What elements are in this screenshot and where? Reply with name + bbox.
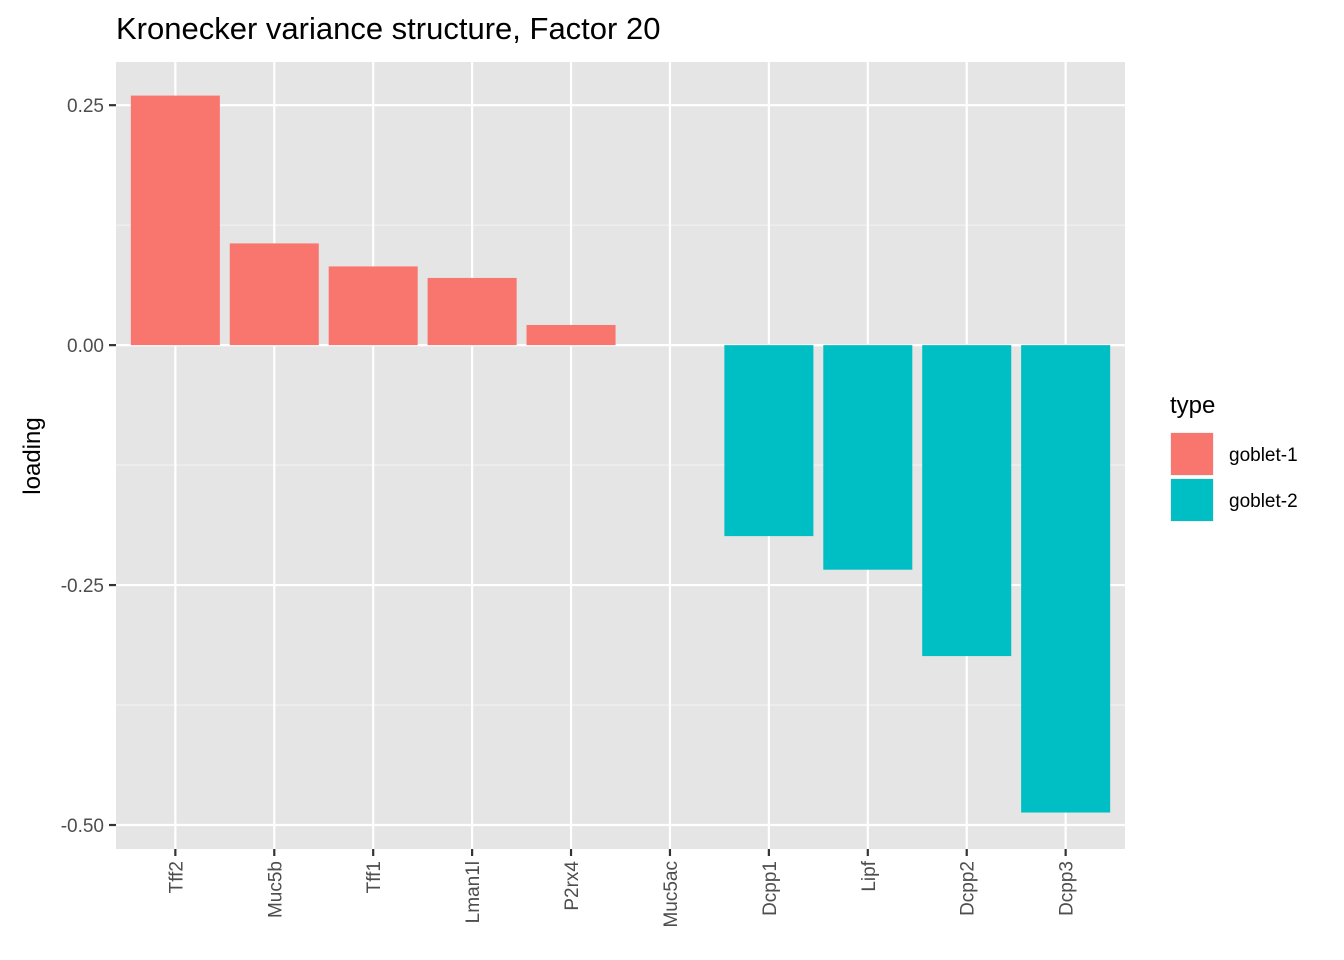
legend-items: goblet-1 goblet-2 (1170, 432, 1298, 522)
x-tick-label: Dcpp2 (958, 861, 979, 916)
x-tick-label: Muc5b (265, 861, 286, 918)
bar-dcpp3 (1021, 345, 1111, 813)
y-axis: 0.25 0.00 -0.25 -0.50 (61, 96, 116, 837)
bars (130, 95, 1111, 813)
bar-tff1 (328, 266, 418, 346)
x-tick-label: Tff1 (364, 861, 385, 893)
legend: type goblet-1 goblet-2 (1170, 392, 1298, 522)
bar-dcpp2 (922, 345, 1012, 657)
x-tick-label: Lman1l (463, 861, 484, 923)
y-tick-label: 0.00 (67, 336, 104, 357)
bar-lman1l (427, 277, 517, 346)
bar-lipf (823, 345, 913, 570)
legend-label: goblet-1 (1229, 445, 1298, 466)
chart-title: Kronecker variance structure, Factor 20 (116, 11, 660, 46)
bar-tff2 (130, 95, 220, 346)
x-tick-label: Tff2 (166, 861, 187, 893)
legend-title: type (1170, 392, 1215, 419)
legend-label: goblet-2 (1229, 491, 1298, 512)
bar-p2rx4 (526, 324, 616, 346)
x-tick-label: Dcpp1 (760, 861, 781, 916)
y-tick-label: -0.25 (61, 576, 104, 597)
x-tick-label: Dcpp3 (1057, 861, 1078, 916)
legend-swatch-goblet-1 (1171, 433, 1213, 475)
legend-swatch-goblet-2 (1171, 479, 1213, 521)
y-tick-label: 0.25 (67, 96, 104, 117)
x-tick-label: Muc5ac (661, 861, 682, 928)
x-axis: Tff2 Muc5b Tff1 Lman1l P2rx4 Muc5ac Dcpp1 Lipf D… (166, 849, 1078, 928)
y-tick-label: -0.50 (61, 816, 104, 837)
bar-muc5b (229, 243, 319, 346)
y-axis-title: loading (19, 417, 46, 494)
x-tick-label: P2rx4 (562, 861, 583, 911)
x-tick-label: Lipf (859, 860, 880, 891)
bar-dcpp1 (724, 345, 814, 537)
